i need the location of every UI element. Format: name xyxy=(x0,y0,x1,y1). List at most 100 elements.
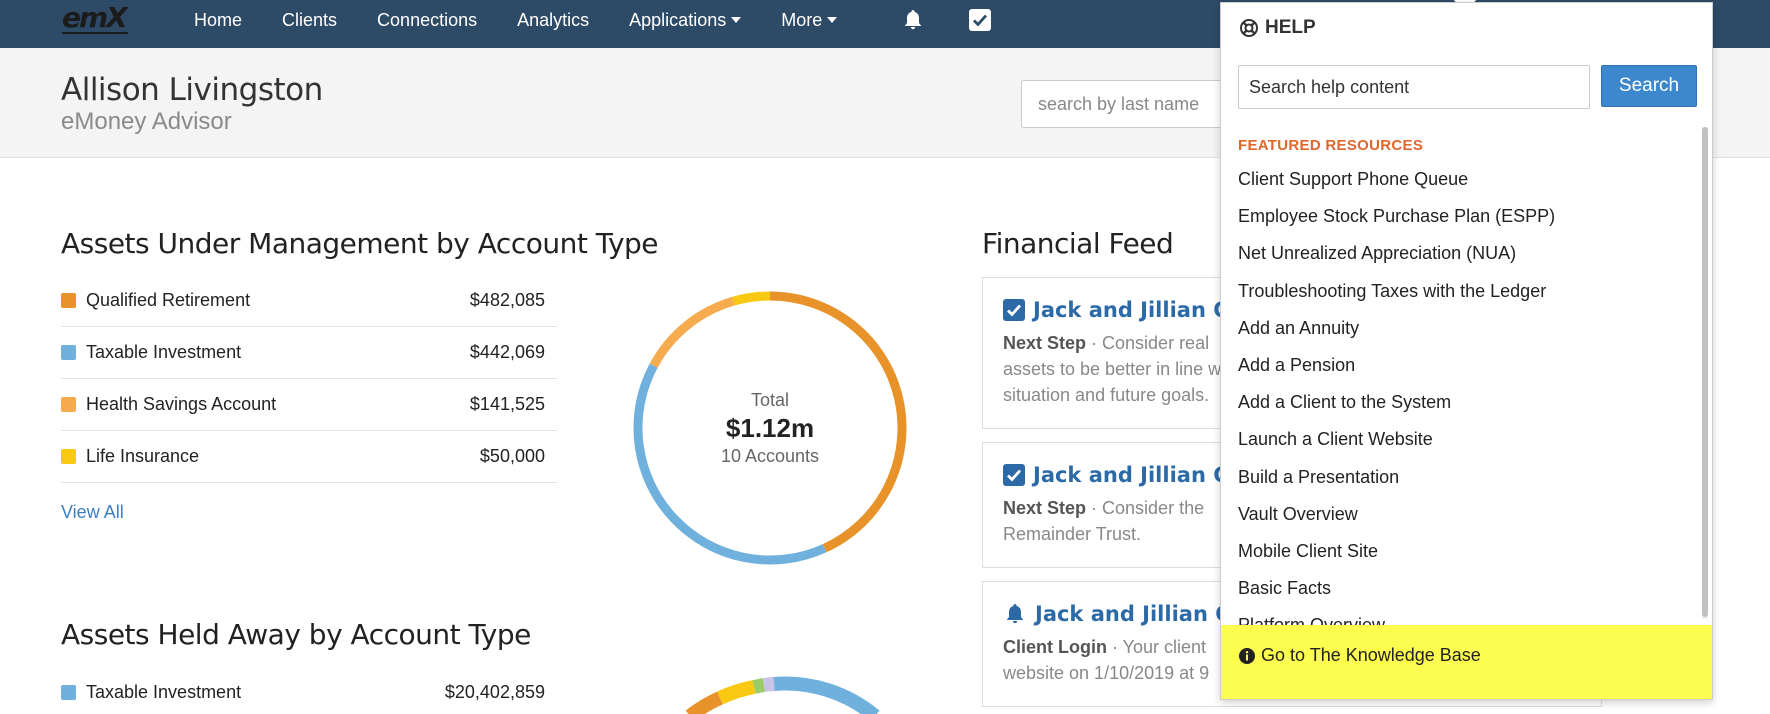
nav-connections[interactable]: Connections xyxy=(377,9,478,30)
account-value: $20,402,859 xyxy=(444,682,545,702)
resource-link[interactable]: Add a Pension xyxy=(1238,354,1356,375)
account-type-label: Taxable Investment xyxy=(86,342,242,362)
help-search-button[interactable]: Search xyxy=(1601,65,1697,107)
donut-slice-0[interactable] xyxy=(769,291,907,553)
feed-card-text: Remainder Trust. xyxy=(1003,524,1142,544)
account-type-label: Taxable Investment xyxy=(86,682,242,702)
donut-slice-1[interactable] xyxy=(633,363,827,565)
held-away-section-title: Assets Held Away by Account Type xyxy=(61,618,531,651)
user-name: Allison Livingston xyxy=(61,72,323,108)
aum-donut-svg xyxy=(633,291,907,565)
list-item: Health Savings Account $141,525 xyxy=(61,379,557,431)
held-away-donut-chart xyxy=(685,676,880,714)
knowledge-base-link[interactable]: Go to The Knowledge Base xyxy=(1239,645,1481,666)
feed-card-label: Next Step xyxy=(1003,333,1087,353)
checkbox-icon xyxy=(1003,464,1025,486)
resource-link[interactable]: Troubleshooting Taxes with the Ledger xyxy=(1238,280,1547,301)
feed-card-text: assets to be better in line w xyxy=(1003,359,1222,379)
nav-clients[interactable]: Clients xyxy=(282,9,338,30)
held-away-account-list: Taxable Investment $20,402,859 xyxy=(61,667,557,714)
feed-card-text: Consider real xyxy=(1102,333,1210,353)
legend-swatch xyxy=(61,397,76,412)
feed-card-body: Client Login · Your client website on 1/1… xyxy=(1003,634,1223,686)
list-item: Taxable Investment $442,069 xyxy=(61,327,557,379)
legend-swatch xyxy=(61,345,76,360)
view-all-link[interactable]: View All xyxy=(61,502,124,522)
feed-card-separator: · xyxy=(1086,333,1103,353)
checkbox-icon xyxy=(1003,299,1025,321)
nav-more[interactable]: More xyxy=(781,9,838,31)
help-scrollbar[interactable] xyxy=(1702,127,1708,619)
resource-link[interactable]: Mobile Client Site xyxy=(1238,540,1379,561)
nav-applications[interactable]: Applications xyxy=(629,9,742,31)
aum-account-list: Qualified Retirement $482,085 Taxable In… xyxy=(61,275,557,483)
nav-applications-label: Applications xyxy=(629,9,727,30)
logo-text: emX xyxy=(62,1,128,34)
resource-link[interactable]: Basic Facts xyxy=(1238,578,1332,599)
feed-card-text: Your client xyxy=(1122,637,1207,657)
feed-card-text: situation and future goals. xyxy=(1003,385,1210,405)
feed-card-heading[interactable]: Jack and Jillian Clie xyxy=(1033,463,1258,487)
checkbox-icon[interactable] xyxy=(969,9,991,31)
bell-icon[interactable] xyxy=(901,8,925,32)
feed-card-body: Next Step · Consider real assets to be be… xyxy=(1003,330,1223,408)
emx-logo[interactable]: emX xyxy=(62,4,128,34)
donut-slice-2[interactable] xyxy=(649,296,735,368)
resource-link[interactable]: Launch a Client Website xyxy=(1238,429,1433,450)
info-icon xyxy=(1239,647,1255,664)
resource-link[interactable]: Build a Presentation xyxy=(1238,466,1400,487)
account-value: $141,525 xyxy=(469,394,545,414)
resource-link[interactable]: Add a Client to the System xyxy=(1238,392,1452,413)
financial-feed-title: Financial Feed xyxy=(982,227,1174,260)
feed-card-label: Client Login xyxy=(1003,637,1107,657)
list-item: Taxable Investment $20,402,859 xyxy=(61,667,557,714)
legend-swatch xyxy=(61,685,76,700)
feed-card-label: Next Step xyxy=(1003,498,1087,518)
nav-links: Home Clients Connections Analytics Appli… xyxy=(194,0,877,40)
nav-more-label: More xyxy=(781,9,823,30)
donut-slice xyxy=(752,678,766,694)
resource-link[interactable]: Employee Stock Purchase Plan (ESPP) xyxy=(1238,206,1556,227)
legend-swatch xyxy=(61,293,76,308)
donut-slice-3[interactable] xyxy=(732,291,771,306)
nav-home[interactable]: Home xyxy=(194,9,243,30)
account-value: $50,000 xyxy=(479,446,545,466)
featured-resources-heading: FEATURED RESOURCES xyxy=(1238,137,1424,154)
feed-card-separator: · xyxy=(1106,637,1123,657)
feed-card-body: Next Step · Consider the Remainder Trust. xyxy=(1003,495,1223,547)
donut-total-label: Total xyxy=(750,389,790,410)
featured-resources-list: Client Support Phone Queue Employee Stoc… xyxy=(1238,161,1678,633)
feed-card-text: Consider the xyxy=(1102,498,1205,518)
resource-link[interactable]: Client Support Phone Queue xyxy=(1238,169,1469,189)
aum-section-title: Assets Under Management by Account Type xyxy=(61,227,659,260)
bell-icon xyxy=(1007,604,1023,624)
company-name: eMoney Advisor xyxy=(61,108,232,135)
help-title-text: HELP xyxy=(1265,17,1316,38)
help-panel: HELP Search FEATURED RESOURCES Client Su… xyxy=(1220,2,1713,700)
donut-slice xyxy=(717,680,756,705)
help-panel-title: HELP xyxy=(1239,17,1316,39)
help-search-input[interactable] xyxy=(1238,65,1590,109)
donut-slice xyxy=(763,677,775,692)
knowledge-base-highlight: Go to The Knowledge Base xyxy=(1221,625,1712,699)
list-item: Life Insurance $50,000 xyxy=(61,431,557,483)
feed-card-text: website on 1/10/2019 at 9 xyxy=(1003,663,1210,683)
help-scrollbar-thumb[interactable] xyxy=(1702,127,1708,617)
account-value: $482,085 xyxy=(469,290,545,310)
resource-link[interactable]: Add an Annuity xyxy=(1238,317,1360,338)
last-name-search-input[interactable] xyxy=(1021,80,1231,128)
account-type-label: Health Savings Account xyxy=(86,394,277,414)
legend-swatch xyxy=(61,449,76,464)
nav-analytics[interactable]: Analytics xyxy=(517,9,590,30)
life-ring-icon xyxy=(1240,19,1258,37)
account-value: $442,069 xyxy=(469,342,545,362)
donut-slice xyxy=(685,691,723,714)
account-type-label: Qualified Retirement xyxy=(86,290,251,310)
feed-card-heading[interactable]: Jack and Jillian Clie xyxy=(1033,298,1258,322)
aum-donut-chart: Total $1.12m 10 Accounts xyxy=(630,288,910,568)
knowledge-base-label: Go to The Knowledge Base xyxy=(1261,645,1481,665)
resource-link[interactable]: Vault Overview xyxy=(1238,503,1358,524)
resource-link[interactable]: Net Unrealized Appreciation (NUA) xyxy=(1238,243,1517,264)
donut-account-count: 10 Accounts xyxy=(720,445,820,466)
feed-card-separator: · xyxy=(1086,498,1103,518)
